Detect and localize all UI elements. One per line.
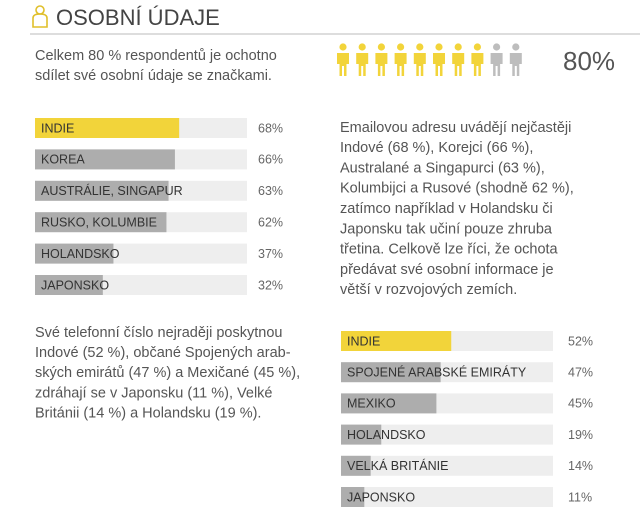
person-icon-head: [473, 43, 481, 51]
title: OSOBNÍ ÚDAJE: [56, 5, 220, 30]
person-icon-head: [512, 43, 520, 51]
bar-track: [341, 455, 553, 476]
value-label: 37%: [258, 247, 283, 261]
value-label: 63%: [258, 184, 283, 198]
person-icon-body: [413, 53, 426, 76]
bar: [35, 149, 175, 170]
person-icon-body: [452, 53, 465, 76]
bar-label: HOLANDSKO: [41, 247, 120, 261]
bar: [35, 118, 180, 138]
paragraph-line: Své telefonní číslo nejraději poskytnou: [35, 325, 282, 341]
bar: [341, 424, 382, 445]
paragraph-line: větší v rozvojových zemích.: [340, 282, 517, 298]
bar-label: KOREA: [41, 153, 85, 167]
person-icon-head: [493, 43, 501, 51]
bar: [35, 243, 114, 264]
bar-label: RUSKO, KOLUMBIE: [41, 215, 157, 229]
bar-label: JAPONSKO: [41, 278, 109, 292]
person-icon-head: [358, 43, 366, 51]
share-icons: [337, 43, 522, 76]
value-label: 11%: [568, 490, 592, 504]
person-icon-body: [356, 53, 369, 76]
value-label: 45%: [568, 397, 593, 411]
paragraph-line: zatímco například v Holandsku či: [340, 201, 553, 217]
bar: [341, 487, 365, 507]
bar-label: MEXIKO: [347, 397, 396, 411]
paragraph-line: ských emirátů (47 %) a Mexičané (45 %),: [35, 365, 300, 381]
bar-label: SPOJENÉ ARABSKÉ EMIRÁTY: [347, 364, 527, 379]
person-icon-body: [509, 53, 522, 76]
value-label: 62%: [258, 215, 283, 229]
person-icon-body: [490, 53, 503, 76]
bar-track: [341, 424, 553, 445]
value-label: 66%: [258, 153, 283, 167]
person-icon-head: [435, 43, 443, 51]
paragraph-line: Británii (14 %) a Holandsku (19 %).: [35, 406, 261, 422]
paragraph-line: Emailovou adresu uvádějí nejčastěji: [340, 120, 571, 136]
bar-track: [341, 487, 553, 507]
paragraph-line: Kolumbijci a Rusové (shodně 62 %),: [340, 181, 574, 197]
paragraph-line: Indové (68 %), Korejci (66 %),: [340, 140, 533, 156]
bar-label: AUSTRÁLIE, SINGAPUR: [41, 183, 183, 198]
bar: [35, 180, 169, 201]
paragraph-line: třetina. Celkově lze říci, že ochota: [340, 242, 559, 258]
bar-label: INDIE: [347, 334, 380, 348]
paragraph-line: zdráhají se v Japonsku (11 %), Velké: [35, 385, 273, 401]
person-icon-head: [339, 43, 347, 51]
paragraph-line: Indové (52 %), občané Spojených arab-: [35, 345, 291, 361]
bar: [341, 455, 371, 476]
bar: [341, 331, 452, 351]
bar-label: HOLANDSKO: [347, 428, 426, 442]
person-icon-body: [375, 53, 388, 76]
person-icon-body: [337, 53, 349, 76]
bar-label: JAPONSKO: [347, 490, 415, 504]
person-icon-head: [377, 43, 385, 51]
bar-label: INDIE: [41, 121, 74, 135]
bar: [35, 212, 167, 233]
bar: [35, 275, 103, 295]
bar: [341, 362, 441, 383]
paragraph-line: Japonsku tak učiní pouze zhruba: [340, 221, 553, 237]
person-icon-head: [416, 43, 424, 51]
value-label: 68%: [258, 121, 283, 135]
person-icon-head: [397, 43, 405, 51]
bar: [341, 393, 437, 414]
person-icon-head: [454, 43, 462, 51]
paragraph-line: předávat své osobní informace je: [340, 262, 554, 278]
value-label: 19%: [568, 428, 593, 442]
share-value: 80%: [563, 46, 615, 76]
header-icon: [32, 5, 48, 28]
paragraph-line: Celkem 80 % respondentů je ochotno: [35, 48, 277, 64]
value-label: 52%: [568, 334, 593, 348]
bar-label: VELKÁ BRITÁNIE: [347, 458, 448, 473]
person-icon-body: [471, 53, 484, 76]
person-icon-body: [394, 53, 407, 76]
person-icon-body: [433, 53, 445, 76]
paragraph-line: sdílet své osobní údaje se značkami.: [35, 68, 272, 84]
paragraph-line: Australané a Singapurci (63 %),: [340, 160, 545, 176]
value-label: 14%: [568, 459, 593, 473]
value-label: 32%: [258, 278, 283, 292]
value-label: 47%: [568, 365, 593, 379]
